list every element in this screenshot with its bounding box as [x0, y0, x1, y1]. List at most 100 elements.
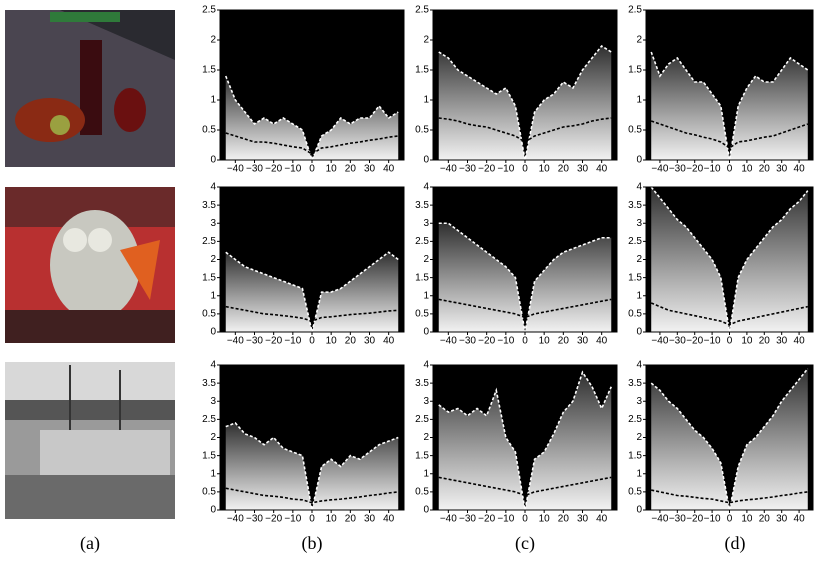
x-tick-label: −20 [265, 164, 282, 175]
y-tick-label: 1 [423, 290, 429, 301]
x-tick-label: 10 [539, 164, 551, 175]
y-tick-label: 2 [636, 254, 642, 265]
y-tick-label: 2.5 [202, 236, 216, 247]
y-tick-label: 2 [210, 432, 216, 443]
x-tick-label: −20 [686, 336, 703, 347]
x-tick-label: −10 [704, 514, 721, 525]
x-tick-label: −30 [246, 514, 263, 525]
x-tick-label: −30 [459, 164, 476, 175]
y-tick-label: 3.5 [415, 200, 429, 211]
y-tick-label: 0.5 [628, 309, 642, 320]
x-tick-label: 20 [558, 164, 570, 175]
y-tick-label: 1 [423, 95, 429, 106]
x-tick-label: 40 [794, 336, 806, 347]
x-tick-label: −40 [651, 336, 668, 347]
x-tick-label: 40 [794, 514, 806, 525]
x-tick-label: 20 [759, 164, 771, 175]
y-tick-label: 0 [210, 327, 216, 338]
y-tick-label: 2 [636, 35, 642, 46]
y-tick-label: 0.5 [628, 487, 642, 498]
dashed-line [651, 489, 808, 504]
dashed-line [650, 120, 809, 149]
x-tick-label: −40 [227, 514, 244, 525]
x-tick-label: 10 [741, 514, 753, 525]
y-tick-label: 0.5 [202, 125, 216, 136]
dashed-line [650, 368, 809, 511]
x-tick-label: 0 [522, 336, 528, 347]
y-tick-label: 1 [210, 468, 216, 479]
x-tick-label: −20 [265, 336, 282, 347]
y-tick-label: 1 [423, 468, 429, 479]
dashed-line [650, 51, 809, 161]
y-tick-label: 1 [210, 290, 216, 301]
x-tick-label: 40 [596, 514, 608, 525]
x-tick-label: 30 [577, 336, 589, 347]
x-tick-label: −10 [497, 164, 514, 175]
y-tick-label: 4 [423, 360, 429, 371]
x-tick-label: 20 [558, 336, 570, 347]
y-tick-label: 1.5 [415, 65, 429, 76]
y-tick-label: 1.5 [202, 450, 216, 461]
x-tick-label: −10 [704, 336, 721, 347]
x-tick-label: 10 [326, 164, 338, 175]
y-tick-label: 1.5 [415, 272, 429, 283]
x-tick-label: 0 [727, 336, 733, 347]
heat-area [651, 187, 808, 332]
y-tick-label: 0.5 [202, 309, 216, 320]
x-tick-label: 30 [364, 514, 376, 525]
x-tick-label: −40 [651, 164, 668, 175]
x-tick-label: 40 [383, 336, 395, 347]
x-tick-label: −40 [440, 336, 457, 347]
x-tick-label: −40 [227, 336, 244, 347]
x-tick-label: −10 [284, 164, 301, 175]
x-tick-label: −40 [440, 514, 457, 525]
y-tick-label: 3 [423, 218, 429, 229]
y-tick-label: 1 [636, 290, 642, 301]
y-tick-label: 4 [210, 182, 216, 193]
photo-boats [5, 362, 175, 519]
dashed-line [225, 132, 399, 155]
y-tick-label: 1.5 [202, 272, 216, 283]
y-tick-label: 1.5 [628, 450, 642, 461]
y-tick-label: 0 [210, 155, 216, 166]
y-tick-label: 3.5 [628, 378, 642, 389]
x-tick-label: 40 [794, 164, 806, 175]
heat-area [225, 252, 399, 332]
heat-area [438, 223, 612, 332]
y-tick-label: 0 [423, 327, 429, 338]
x-tick-label: −10 [704, 164, 721, 175]
y-tick-label: 3 [636, 396, 642, 407]
dashed-line [650, 302, 808, 326]
x-tick-label: 20 [345, 514, 357, 525]
y-tick-label: 4 [636, 360, 642, 371]
y-tick-label: 2 [423, 35, 429, 46]
x-tick-label: 10 [539, 336, 551, 347]
x-tick-label: −40 [440, 164, 457, 175]
y-tick-label: 2.5 [415, 5, 429, 16]
heat-area [438, 46, 612, 160]
x-tick-label: −20 [478, 514, 495, 525]
x-tick-label: −20 [265, 514, 282, 525]
y-tick-label: 0.5 [202, 487, 216, 498]
x-tick-label: −10 [497, 336, 514, 347]
y-tick-label: 0 [636, 327, 642, 338]
y-tick-label: 0.5 [415, 125, 429, 136]
x-tick-label: 30 [577, 164, 589, 175]
x-tick-label: 0 [522, 164, 528, 175]
x-tick-label: 30 [364, 164, 376, 175]
y-tick-label: 2.5 [202, 414, 216, 425]
dashed-line [438, 370, 612, 511]
x-tick-label: 40 [383, 514, 395, 525]
x-tick-label: 0 [309, 164, 315, 175]
y-tick-label: 2 [210, 254, 216, 265]
x-tick-label: −40 [651, 514, 668, 525]
x-tick-label: 10 [741, 336, 753, 347]
y-tick-label: 1 [636, 468, 642, 479]
x-tick-label: 30 [776, 164, 788, 175]
x-tick-label: 10 [326, 514, 338, 525]
x-tick-label: 40 [596, 336, 608, 347]
dashed-line [225, 487, 399, 504]
y-tick-label: 2.5 [628, 5, 642, 16]
x-tick-label: 30 [364, 336, 376, 347]
